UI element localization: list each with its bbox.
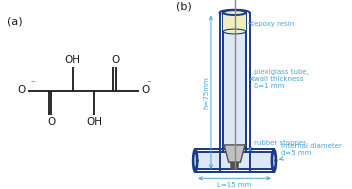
Text: Pt wire, d=0.5 mm: Pt wire, d=0.5 mm xyxy=(0,188,1,189)
Text: L=15 mm: L=15 mm xyxy=(217,182,252,188)
Text: O: O xyxy=(17,85,26,95)
Text: OH: OH xyxy=(65,55,81,65)
Text: ⁻: ⁻ xyxy=(31,80,36,89)
Polygon shape xyxy=(224,145,245,162)
Text: O: O xyxy=(142,85,150,95)
Text: ⁻: ⁻ xyxy=(146,80,151,89)
Text: plexiglass tube,
wall thickness
δ=1 mm: plexiglass tube, wall thickness δ=1 mm xyxy=(251,69,309,89)
Ellipse shape xyxy=(223,10,246,15)
Bar xyxy=(223,13,246,32)
Text: epoxy resin: epoxy resin xyxy=(249,21,295,27)
Text: (a): (a) xyxy=(7,17,22,27)
Text: internal diameter
d=5 mm: internal diameter d=5 mm xyxy=(279,143,342,160)
Text: O: O xyxy=(47,117,55,127)
Polygon shape xyxy=(231,162,238,169)
Ellipse shape xyxy=(223,29,246,34)
Text: O: O xyxy=(112,55,120,65)
Text: (b): (b) xyxy=(176,2,192,12)
Bar xyxy=(195,152,274,169)
Text: OH: OH xyxy=(86,117,102,127)
Text: rubber stopper: rubber stopper xyxy=(249,140,306,151)
Text: h=75mm: h=75mm xyxy=(203,76,209,109)
Bar xyxy=(223,13,246,149)
